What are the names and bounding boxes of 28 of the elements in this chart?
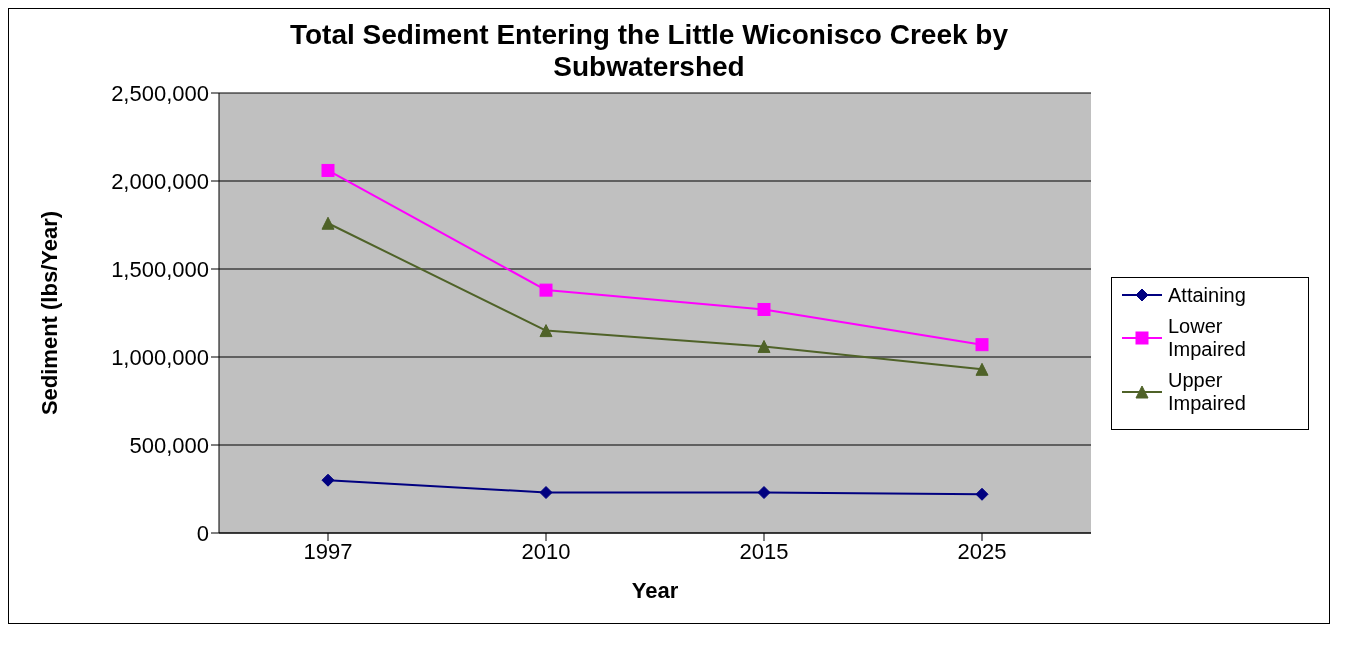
point <box>975 338 989 352</box>
point <box>321 473 335 487</box>
y-tick-label: 1,000,000 <box>111 344 209 370</box>
x-tick-label: 1997 <box>303 538 353 564</box>
legend-label: Upper Impaired <box>1168 368 1247 415</box>
point <box>975 487 989 501</box>
point <box>539 324 553 338</box>
point <box>757 302 771 316</box>
legend-label: Attaining <box>1168 283 1246 307</box>
y-tick-label: 1,500,000 <box>111 256 209 282</box>
point <box>757 339 771 353</box>
x-tick-label: 2025 <box>957 538 1007 564</box>
y-tick-label: 2,500,000 <box>111 80 209 106</box>
point <box>321 216 335 230</box>
y-tick-label: 2,000,000 <box>111 168 209 194</box>
y-tick-label: 500,000 <box>129 432 209 458</box>
y-tick-label: 0 <box>196 520 209 546</box>
chart-title: Total Sediment Entering the Little Wiconisco Creek by Subwatershed <box>289 19 1008 82</box>
point <box>975 362 989 376</box>
point <box>539 486 553 500</box>
y-axis-title: Sediment (lbs/Year) <box>36 210 62 416</box>
point <box>321 163 335 177</box>
x-tick-label: 2010 <box>521 538 571 564</box>
x-tick-label: 2015 <box>739 538 789 564</box>
point <box>539 283 553 297</box>
point <box>757 486 771 500</box>
x-axis-title: Year <box>631 578 679 603</box>
legend-label: Lower Impaired <box>1168 314 1247 361</box>
